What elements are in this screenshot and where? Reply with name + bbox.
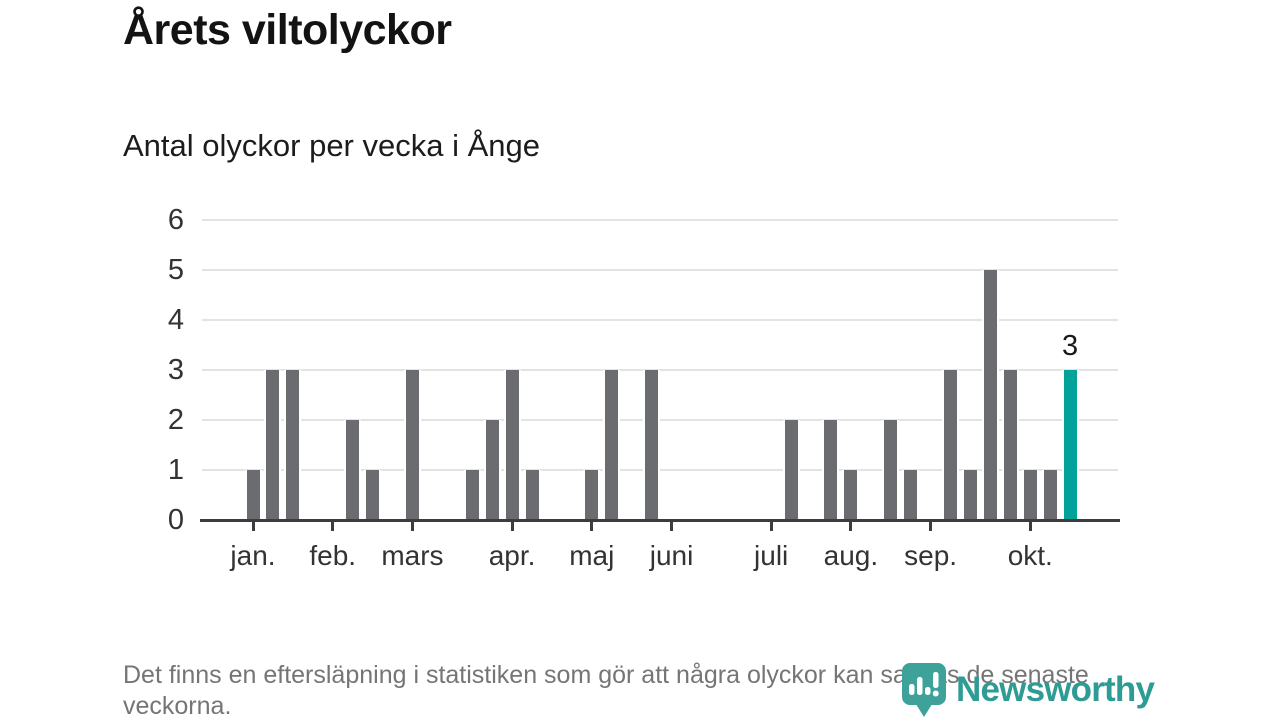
page-title: Årets viltolyckor	[123, 6, 452, 54]
x-axis-line	[200, 519, 1120, 522]
x-axis-label: apr.	[488, 540, 536, 571]
bar	[264, 370, 282, 520]
y-axis-label: 5	[167, 254, 184, 286]
newsworthy-wordmark: Newsworthy	[956, 670, 1155, 709]
bar	[1041, 470, 1059, 520]
x-axis-tick	[769, 522, 773, 531]
x-axis-label: aug.	[823, 540, 879, 571]
x-axis-label: okt.	[1007, 540, 1053, 571]
x-axis-tick	[251, 522, 255, 531]
bar	[244, 470, 262, 520]
y-axis-label: 4	[167, 304, 184, 336]
bar	[503, 370, 521, 520]
highlighted-bar	[1061, 370, 1079, 520]
x-axis-label: maj	[569, 540, 615, 571]
bar	[483, 420, 501, 520]
y-axis-label: 3	[167, 354, 184, 386]
x-axis-tick	[1028, 522, 1032, 531]
bar	[344, 420, 362, 520]
x-axis-tick	[331, 522, 335, 531]
bar	[643, 370, 661, 520]
chart-subtitle: Antal olyckor per vecka i Ånge	[123, 128, 540, 163]
bar	[882, 420, 900, 520]
bar	[583, 470, 601, 520]
y-axis-label: 6	[167, 204, 184, 236]
bar	[523, 470, 541, 520]
gridline	[202, 269, 1118, 271]
x-axis-label: juli	[754, 540, 789, 571]
x-axis-label: mars	[381, 540, 444, 571]
y-axis-label: 2	[167, 404, 184, 436]
bar	[961, 470, 979, 520]
x-axis-tick	[510, 522, 514, 531]
newsworthy-pin-icon	[902, 663, 946, 717]
x-axis-label: jan.	[230, 540, 276, 571]
x-axis-tick	[849, 522, 853, 531]
bar	[603, 370, 621, 520]
bar	[942, 370, 960, 520]
x-axis-tick	[929, 522, 933, 531]
y-axis-label: 1	[167, 454, 184, 486]
gridline	[202, 219, 1118, 221]
bar-value-label: 3	[1062, 330, 1079, 362]
y-axis-label: 0	[167, 504, 184, 536]
bar	[981, 270, 999, 520]
bar	[463, 470, 481, 520]
x-axis-label: sep.	[904, 540, 958, 571]
newsworthy-logo: Newsworthy	[901, 662, 1155, 718]
bar	[822, 420, 840, 520]
x-axis-label: feb.	[309, 540, 357, 571]
bar	[782, 420, 800, 520]
bar	[1001, 370, 1019, 520]
bar	[403, 370, 421, 520]
x-axis-tick	[410, 522, 414, 531]
bar	[284, 370, 302, 520]
bar	[902, 470, 920, 520]
gridline	[202, 319, 1118, 321]
x-axis-tick	[670, 522, 674, 531]
x-axis-tick	[590, 522, 594, 531]
x-axis-label: juni	[649, 540, 694, 571]
bar	[1021, 470, 1039, 520]
bar	[842, 470, 860, 520]
bar	[364, 470, 382, 520]
